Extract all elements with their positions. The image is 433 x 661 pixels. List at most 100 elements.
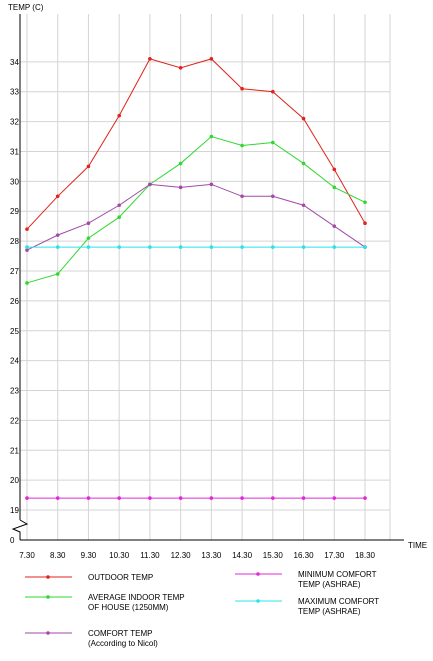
y-tick-label: 29 [10, 207, 19, 216]
y-tick-label: 31 [10, 147, 19, 156]
x-tick-label: 10.30 [109, 551, 130, 560]
data-point [240, 245, 244, 249]
data-point [25, 281, 29, 285]
data-point [363, 221, 367, 225]
data-point [271, 245, 275, 249]
legend-label: MINIMUM COMFORT [298, 570, 377, 579]
legend-label: AVERAGE INDOOR TEMP [88, 593, 185, 602]
x-tick-label: 16.30 [294, 551, 315, 560]
legend-label: COMFORT TEMP [88, 629, 152, 638]
legend-swatch-marker [256, 599, 260, 603]
legend-label: OUTDOOR TEMP [88, 573, 153, 582]
x-tick-label: 17.30 [324, 551, 345, 560]
data-point [363, 496, 367, 500]
data-point [209, 496, 214, 500]
data-point [55, 245, 60, 249]
legend-entry: OUTDOOR TEMP [25, 573, 153, 582]
legend-label: TEMP (ASHRAE) [298, 580, 361, 589]
y-tick-label: 0 [10, 536, 15, 545]
data-point [240, 86, 244, 91]
data-point [363, 200, 367, 205]
legend-label: MAXIMUM COMFORT [298, 597, 379, 606]
data-point [117, 203, 121, 208]
legend-swatch-marker [256, 572, 260, 576]
data-point [271, 140, 275, 145]
x-axis-title: TIME [408, 541, 427, 550]
data-point [240, 496, 244, 500]
data-point [209, 182, 214, 187]
data-point [86, 496, 91, 500]
grid [20, 14, 391, 540]
data-point [178, 185, 183, 190]
data-point [178, 245, 183, 249]
data-point [25, 248, 29, 252]
legend-label: (According to Nicol) [88, 639, 158, 648]
data-point [178, 161, 183, 166]
y-tick-label: 27 [10, 267, 19, 276]
x-tick-label: 8.30 [50, 551, 66, 560]
x-tick-label: 15.30 [263, 551, 284, 560]
y-tick-label: 23 [10, 387, 19, 396]
data-point [332, 167, 337, 172]
y-tick-label: 32 [10, 118, 19, 127]
data-point [332, 245, 337, 249]
y-axis-title: TEMP (C) [8, 3, 44, 12]
y-tick-label: 28 [10, 237, 19, 246]
y-tick-label: 34 [10, 58, 19, 67]
data-point [86, 236, 91, 240]
data-point [178, 496, 183, 500]
data-point [332, 185, 337, 190]
legend-swatch-marker [46, 575, 50, 579]
data-point [209, 245, 214, 249]
data-point [86, 245, 91, 249]
data-point [55, 194, 60, 199]
y-tick-label: 20 [10, 476, 19, 485]
data-point [148, 245, 152, 249]
tick-labels: 0 19 20 21 22 23 24 25 26 27 28 29 30 31 32 33 34 7.30 8.3… [10, 58, 376, 560]
series-line [26, 58, 366, 230]
data-point [148, 57, 152, 61]
x-tick-label: 13.30 [201, 551, 222, 560]
axes [11, 14, 404, 541]
y-tick-label: 19 [10, 506, 19, 515]
data-point [332, 224, 337, 228]
data-point [117, 496, 121, 500]
legend-entry: COMFORT TEMP(According to Nicol) [25, 629, 158, 648]
data-point [86, 164, 91, 169]
data-point [240, 194, 244, 199]
x-tick-label: 18.30 [355, 551, 376, 560]
y-tick-label: 33 [10, 88, 19, 97]
data-point [55, 272, 60, 276]
x-tick-label: 12.30 [171, 551, 192, 560]
data-point [117, 215, 121, 220]
y-tick-label: 24 [10, 357, 19, 366]
data-point [271, 194, 275, 199]
data-point [332, 496, 337, 500]
y-tick-label: 25 [10, 327, 19, 336]
legend-label: OF HOUSE (1250MM) [88, 603, 169, 612]
series-4 [25, 245, 367, 249]
legend-label: TEMP (ASHRAE) [298, 607, 361, 616]
series-1 [25, 134, 367, 285]
x-tick-label: 14.30 [232, 551, 253, 560]
data-point [55, 233, 60, 237]
series-2 [25, 182, 367, 252]
data-point [148, 496, 152, 500]
data-point [209, 57, 214, 61]
data-point [117, 113, 121, 118]
y-axis-break [11, 519, 29, 540]
data-point [55, 496, 60, 500]
data-point [363, 245, 367, 249]
x-tick-label: 11.30 [140, 551, 160, 560]
data-point [86, 221, 91, 225]
x-tick-label: 7.30 [19, 551, 35, 560]
data-point [301, 245, 306, 249]
data-point [301, 203, 306, 208]
series-3 [25, 496, 367, 500]
legend-swatch-marker [46, 631, 50, 635]
